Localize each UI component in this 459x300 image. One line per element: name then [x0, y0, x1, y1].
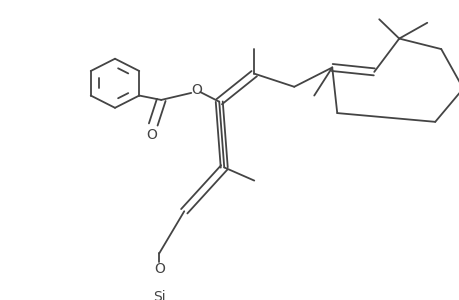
Text: Si: Si — [152, 290, 165, 300]
Text: O: O — [153, 262, 164, 276]
Text: O: O — [190, 83, 201, 97]
Text: O: O — [146, 128, 157, 142]
